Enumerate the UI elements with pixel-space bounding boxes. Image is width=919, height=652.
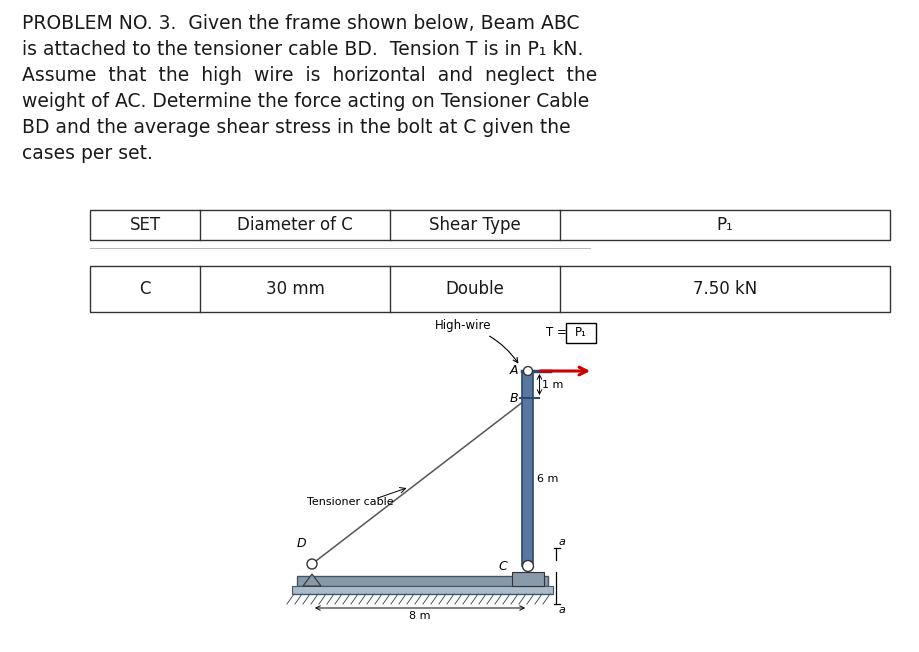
Text: C: C	[139, 280, 151, 298]
Text: a: a	[559, 537, 565, 547]
Text: 7.50 kN: 7.50 kN	[692, 280, 756, 298]
Bar	[90, 266, 889, 312]
FancyBboxPatch shape	[565, 323, 596, 343]
Polygon shape	[522, 371, 533, 566]
Bar	[291, 586, 552, 594]
Text: weight of AC. Determine the force acting on Tensioner Cable: weight of AC. Determine the force acting…	[22, 92, 588, 111]
Text: Tensioner cable: Tensioner cable	[307, 497, 393, 507]
Circle shape	[522, 561, 533, 572]
Text: 8 m: 8 m	[409, 611, 430, 621]
Text: Shear Type: Shear Type	[428, 216, 520, 234]
Text: C: C	[498, 559, 506, 572]
Text: PROBLEM NO. 3.  Given the frame shown below, Beam ABC: PROBLEM NO. 3. Given the frame shown bel…	[22, 14, 579, 33]
Text: is attached to the tensioner cable BD.  Tension T is in P₁ kN.: is attached to the tensioner cable BD. T…	[22, 40, 583, 59]
Text: cases per set.: cases per set.	[22, 144, 153, 163]
Text: P₁: P₁	[716, 216, 732, 234]
Text: High-wire: High-wire	[435, 319, 517, 363]
Text: Diameter of C: Diameter of C	[237, 216, 353, 234]
Text: Double: Double	[445, 280, 504, 298]
Text: A: A	[509, 364, 518, 378]
Text: 30 mm: 30 mm	[266, 280, 324, 298]
Text: SET: SET	[130, 216, 161, 234]
Bar	[512, 572, 543, 586]
Text: P₁: P₁	[574, 327, 586, 340]
Text: 6 m: 6 m	[537, 474, 558, 484]
Text: BD and the average shear stress in the bolt at C given the: BD and the average shear stress in the b…	[22, 118, 570, 137]
Text: T =: T =	[545, 327, 566, 340]
Text: 1 m: 1 m	[542, 379, 563, 389]
Bar	[90, 210, 889, 240]
Circle shape	[307, 559, 317, 569]
Text: D: D	[296, 537, 306, 550]
Circle shape	[523, 366, 532, 376]
Bar	[297, 576, 548, 586]
Text: a: a	[559, 605, 565, 615]
Text: B: B	[509, 391, 518, 404]
Polygon shape	[302, 574, 321, 586]
Text: Assume  that  the  high  wire  is  horizontal  and  neglect  the: Assume that the high wire is horizontal …	[22, 66, 596, 85]
